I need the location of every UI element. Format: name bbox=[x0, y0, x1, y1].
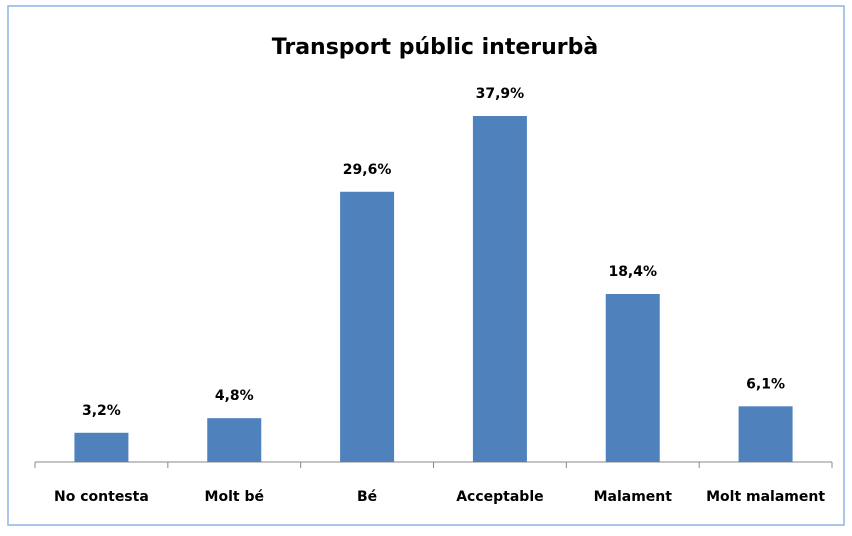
x-tick-label: Acceptable bbox=[456, 489, 543, 505]
bar bbox=[738, 406, 793, 462]
chart-title: Transport públic interurbà bbox=[272, 35, 598, 60]
x-tick-label: Bé bbox=[357, 489, 377, 505]
value-label: 6,1% bbox=[746, 376, 785, 392]
bar bbox=[472, 116, 527, 462]
x-tick-label: Malament bbox=[594, 489, 673, 505]
value-label: 37,9% bbox=[476, 86, 525, 102]
bar bbox=[340, 191, 395, 463]
x-tick-label: No contesta bbox=[54, 489, 149, 505]
x-tick-label: Molt malament bbox=[706, 489, 825, 505]
x-tick-label: Molt bé bbox=[205, 489, 264, 505]
value-label: 4,8% bbox=[215, 388, 254, 404]
bar bbox=[605, 294, 660, 462]
bar bbox=[207, 418, 262, 462]
value-label: 29,6% bbox=[343, 162, 392, 178]
bar bbox=[74, 432, 129, 462]
value-label: 18,4% bbox=[608, 264, 657, 280]
chart-border bbox=[7, 5, 845, 526]
value-label: 3,2% bbox=[82, 403, 121, 419]
